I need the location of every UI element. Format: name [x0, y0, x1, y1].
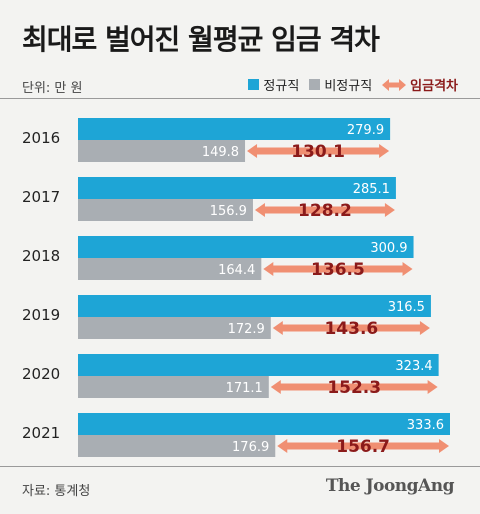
gap-arrow — [272, 321, 430, 335]
gap-value: 143.6 — [324, 319, 378, 339]
publisher-logo: The JoongAng — [325, 476, 455, 496]
year-label: 2016 — [22, 129, 60, 147]
year-label: 2018 — [22, 247, 60, 265]
gap-value: 136.5 — [311, 260, 365, 280]
bar-regular-value: 279.9 — [347, 123, 384, 138]
year-label: 2019 — [22, 306, 60, 324]
legend-item-nonregular: 비정규직 — [309, 75, 372, 94]
bar-nonregular-value: 171.1 — [226, 381, 263, 396]
bottom-rule — [0, 466, 480, 467]
bar-regular-value: 323.4 — [395, 359, 432, 374]
year-label: 2017 — [22, 188, 60, 206]
gap-arrow — [277, 439, 449, 453]
bar-regular-value: 300.9 — [370, 241, 407, 256]
legend-item-regular: 정규직 — [248, 75, 299, 94]
bar-nonregular-value: 172.9 — [228, 322, 265, 337]
bar-regular — [78, 413, 450, 435]
legend-swatch-nonregular — [309, 79, 321, 90]
bar-nonregular — [78, 376, 269, 398]
legend-swatch-regular — [248, 79, 260, 90]
double-arrow-icon — [382, 78, 407, 91]
bar-nonregular — [78, 258, 262, 280]
gap-arrow — [263, 262, 413, 276]
legend-label-regular: 정규직 — [263, 79, 300, 94]
bar-regular — [78, 177, 396, 199]
year-label: 2021 — [22, 424, 60, 442]
gap-value: 130.1 — [291, 142, 345, 162]
bar-regular-value: 333.6 — [407, 418, 444, 433]
bar-nonregular — [78, 317, 271, 339]
bar-nonregular-value: 176.9 — [232, 440, 269, 455]
bar-nonregular — [78, 199, 253, 221]
bar-regular — [78, 354, 439, 376]
bar-nonregular-value: 164.4 — [218, 263, 255, 278]
legend-item-gap: 임금격차 — [382, 75, 458, 94]
gap-arrow — [270, 380, 438, 394]
gap-arrow — [247, 144, 390, 158]
bar-regular — [78, 295, 431, 317]
chart-title: 최대로 벌어진 월평균 임금 격차 — [22, 23, 380, 56]
bar-regular — [78, 236, 414, 258]
legend-label-gap: 임금격차 — [410, 79, 458, 94]
bar-regular-value: 316.5 — [388, 300, 425, 315]
bar-nonregular — [78, 435, 276, 457]
gap-value: 156.7 — [336, 437, 390, 457]
legend-label-nonregular: 비정규직 — [324, 79, 373, 94]
source-note: 자료: 통계청 — [22, 484, 91, 499]
bar-regular — [78, 118, 391, 140]
gap-value: 152.3 — [327, 378, 381, 398]
year-label: 2020 — [22, 365, 60, 383]
gap-value: 128.2 — [298, 201, 352, 221]
legend: 정규직 비정규직 임금격차 — [238, 75, 458, 94]
unit-label: 단위: 만 원 — [22, 81, 83, 96]
bar-nonregular-value: 149.8 — [202, 145, 239, 160]
bar-nonregular — [78, 140, 246, 162]
gap-arrow — [254, 203, 395, 217]
top-rule — [0, 98, 480, 99]
bar-nonregular-value: 156.9 — [210, 204, 247, 219]
bar-regular-value: 285.1 — [353, 182, 390, 197]
